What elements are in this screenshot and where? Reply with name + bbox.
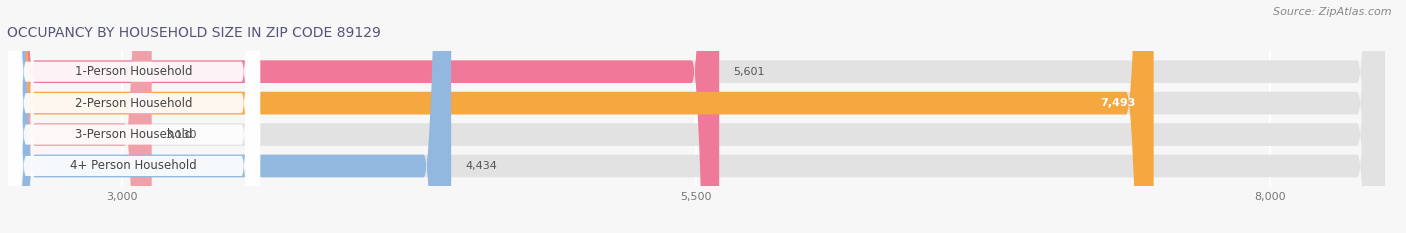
Text: 5,601: 5,601: [733, 67, 765, 77]
Text: OCCUPANCY BY HOUSEHOLD SIZE IN ZIP CODE 89129: OCCUPANCY BY HOUSEHOLD SIZE IN ZIP CODE …: [7, 26, 381, 40]
Text: 4,434: 4,434: [465, 161, 496, 171]
FancyBboxPatch shape: [7, 0, 1385, 233]
FancyBboxPatch shape: [7, 0, 260, 233]
Text: Source: ZipAtlas.com: Source: ZipAtlas.com: [1274, 7, 1392, 17]
FancyBboxPatch shape: [7, 0, 260, 233]
FancyBboxPatch shape: [7, 0, 718, 233]
FancyBboxPatch shape: [7, 0, 260, 233]
FancyBboxPatch shape: [7, 0, 1385, 233]
FancyBboxPatch shape: [7, 0, 1385, 233]
Text: 3,130: 3,130: [166, 130, 197, 140]
Text: 2-Person Household: 2-Person Household: [75, 97, 193, 110]
FancyBboxPatch shape: [7, 0, 1154, 233]
Text: 4+ Person Household: 4+ Person Household: [70, 159, 197, 172]
Text: 3-Person Household: 3-Person Household: [75, 128, 193, 141]
FancyBboxPatch shape: [7, 0, 1385, 233]
Text: 7,493: 7,493: [1099, 98, 1135, 108]
FancyBboxPatch shape: [7, 0, 152, 233]
Text: 1-Person Household: 1-Person Household: [75, 65, 193, 78]
FancyBboxPatch shape: [7, 0, 451, 233]
FancyBboxPatch shape: [7, 0, 260, 233]
